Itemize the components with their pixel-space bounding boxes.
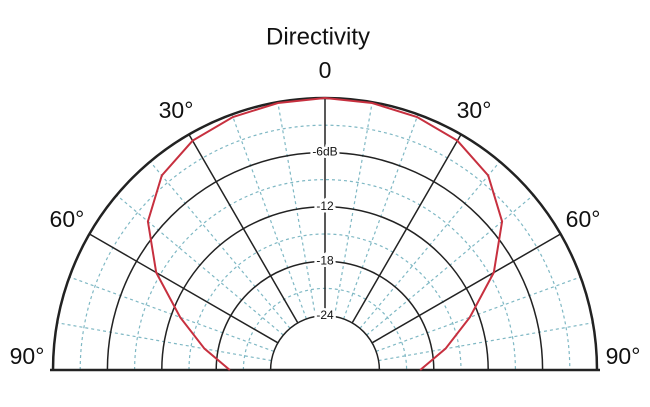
angle-label: 60° xyxy=(50,206,85,232)
angle-label: 60° xyxy=(566,206,601,232)
spoke xyxy=(351,134,462,324)
chart-title: Directivity xyxy=(266,23,370,50)
ring xyxy=(269,314,381,371)
ring-label: -24 xyxy=(316,308,334,322)
minor-ring xyxy=(188,233,462,371)
minor-ring xyxy=(134,179,516,371)
spoke xyxy=(188,134,299,324)
angle-label: 0 xyxy=(319,57,332,83)
spoke xyxy=(371,233,561,344)
angle-label: 90° xyxy=(606,343,641,369)
ring-label: -6dB xyxy=(312,145,337,159)
angle-label: 90° xyxy=(10,343,45,369)
spoke xyxy=(89,233,279,344)
angle-label: 30° xyxy=(159,97,194,123)
directivity-curve xyxy=(146,96,504,371)
angle-label: 30° xyxy=(457,97,492,123)
ring-label: -12 xyxy=(316,199,334,213)
ring-label: -18 xyxy=(316,253,334,267)
